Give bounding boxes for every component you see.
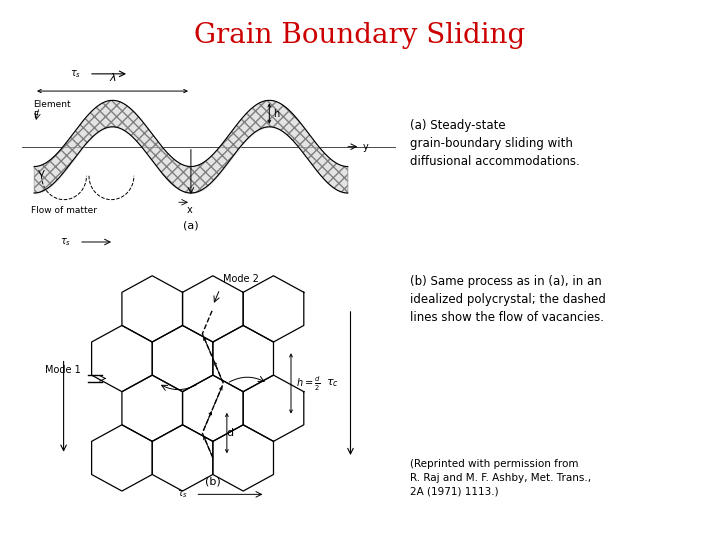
Text: (b): (b) [205, 476, 221, 487]
Text: d: d [227, 428, 234, 438]
Text: h: h [273, 109, 279, 119]
Text: $\tau_c$: $\tau_c$ [326, 377, 339, 389]
Text: (b) Same process as in (a), in an
idealized polycrystal; the dashed
lines show t: (b) Same process as in (a), in an ideali… [410, 275, 606, 325]
Text: Element
F: Element F [33, 100, 71, 120]
Text: Grain Boundary Sliding: Grain Boundary Sliding [194, 22, 526, 49]
Text: x: x [186, 205, 192, 215]
Text: Mode 2: Mode 2 [223, 274, 259, 285]
Text: Mode 1: Mode 1 [45, 366, 81, 375]
Text: (Reprinted with permission from
R. Raj and M. F. Ashby, Met. Trans.,
2A (1971) 1: (Reprinted with permission from R. Raj a… [410, 459, 592, 497]
Text: $\tau_s$: $\tau_s$ [60, 236, 71, 248]
Text: (a) Steady-state
grain-boundary sliding with
diffusional accommodations.: (a) Steady-state grain-boundary sliding … [410, 119, 580, 168]
Text: y: y [363, 141, 369, 152]
Text: $\tau_s$: $\tau_s$ [71, 68, 81, 80]
Text: $\tau_s$: $\tau_s$ [177, 489, 189, 500]
Text: $h=\frac{d}{2}$: $h=\frac{d}{2}$ [296, 374, 320, 393]
Text: (a): (a) [183, 221, 199, 231]
Text: $\lambda$: $\lambda$ [109, 71, 117, 83]
Text: Flow of matter: Flow of matter [31, 206, 97, 215]
